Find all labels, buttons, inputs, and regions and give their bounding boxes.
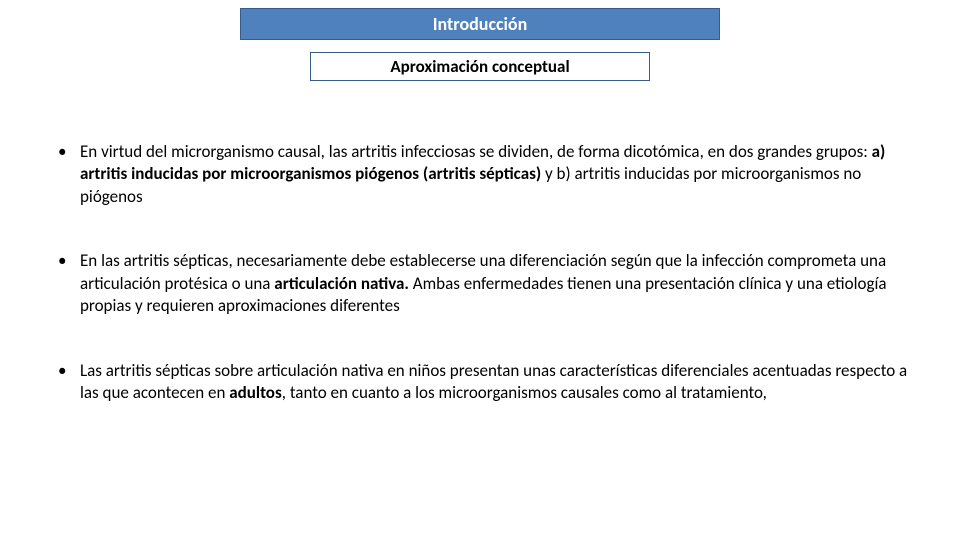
bullet-list: En virtud del microrganismo causal, las …	[50, 141, 910, 405]
content-area: En virtud del microrganismo causal, las …	[0, 81, 960, 405]
list-item: En las artritis sépticas, necesariamente…	[50, 250, 910, 317]
list-item: Las artritis sépticas sobre articulación…	[50, 360, 910, 405]
title-box: Introducción	[240, 8, 720, 40]
subtitle-box: Aproximación conceptual	[310, 52, 650, 81]
slide-subtitle: Aproximación conceptual	[390, 56, 569, 77]
slide-title: Introducción	[433, 13, 528, 35]
slide: Introducción Aproximación conceptual En …	[0, 0, 960, 540]
list-item: En virtud del microrganismo causal, las …	[50, 141, 910, 208]
